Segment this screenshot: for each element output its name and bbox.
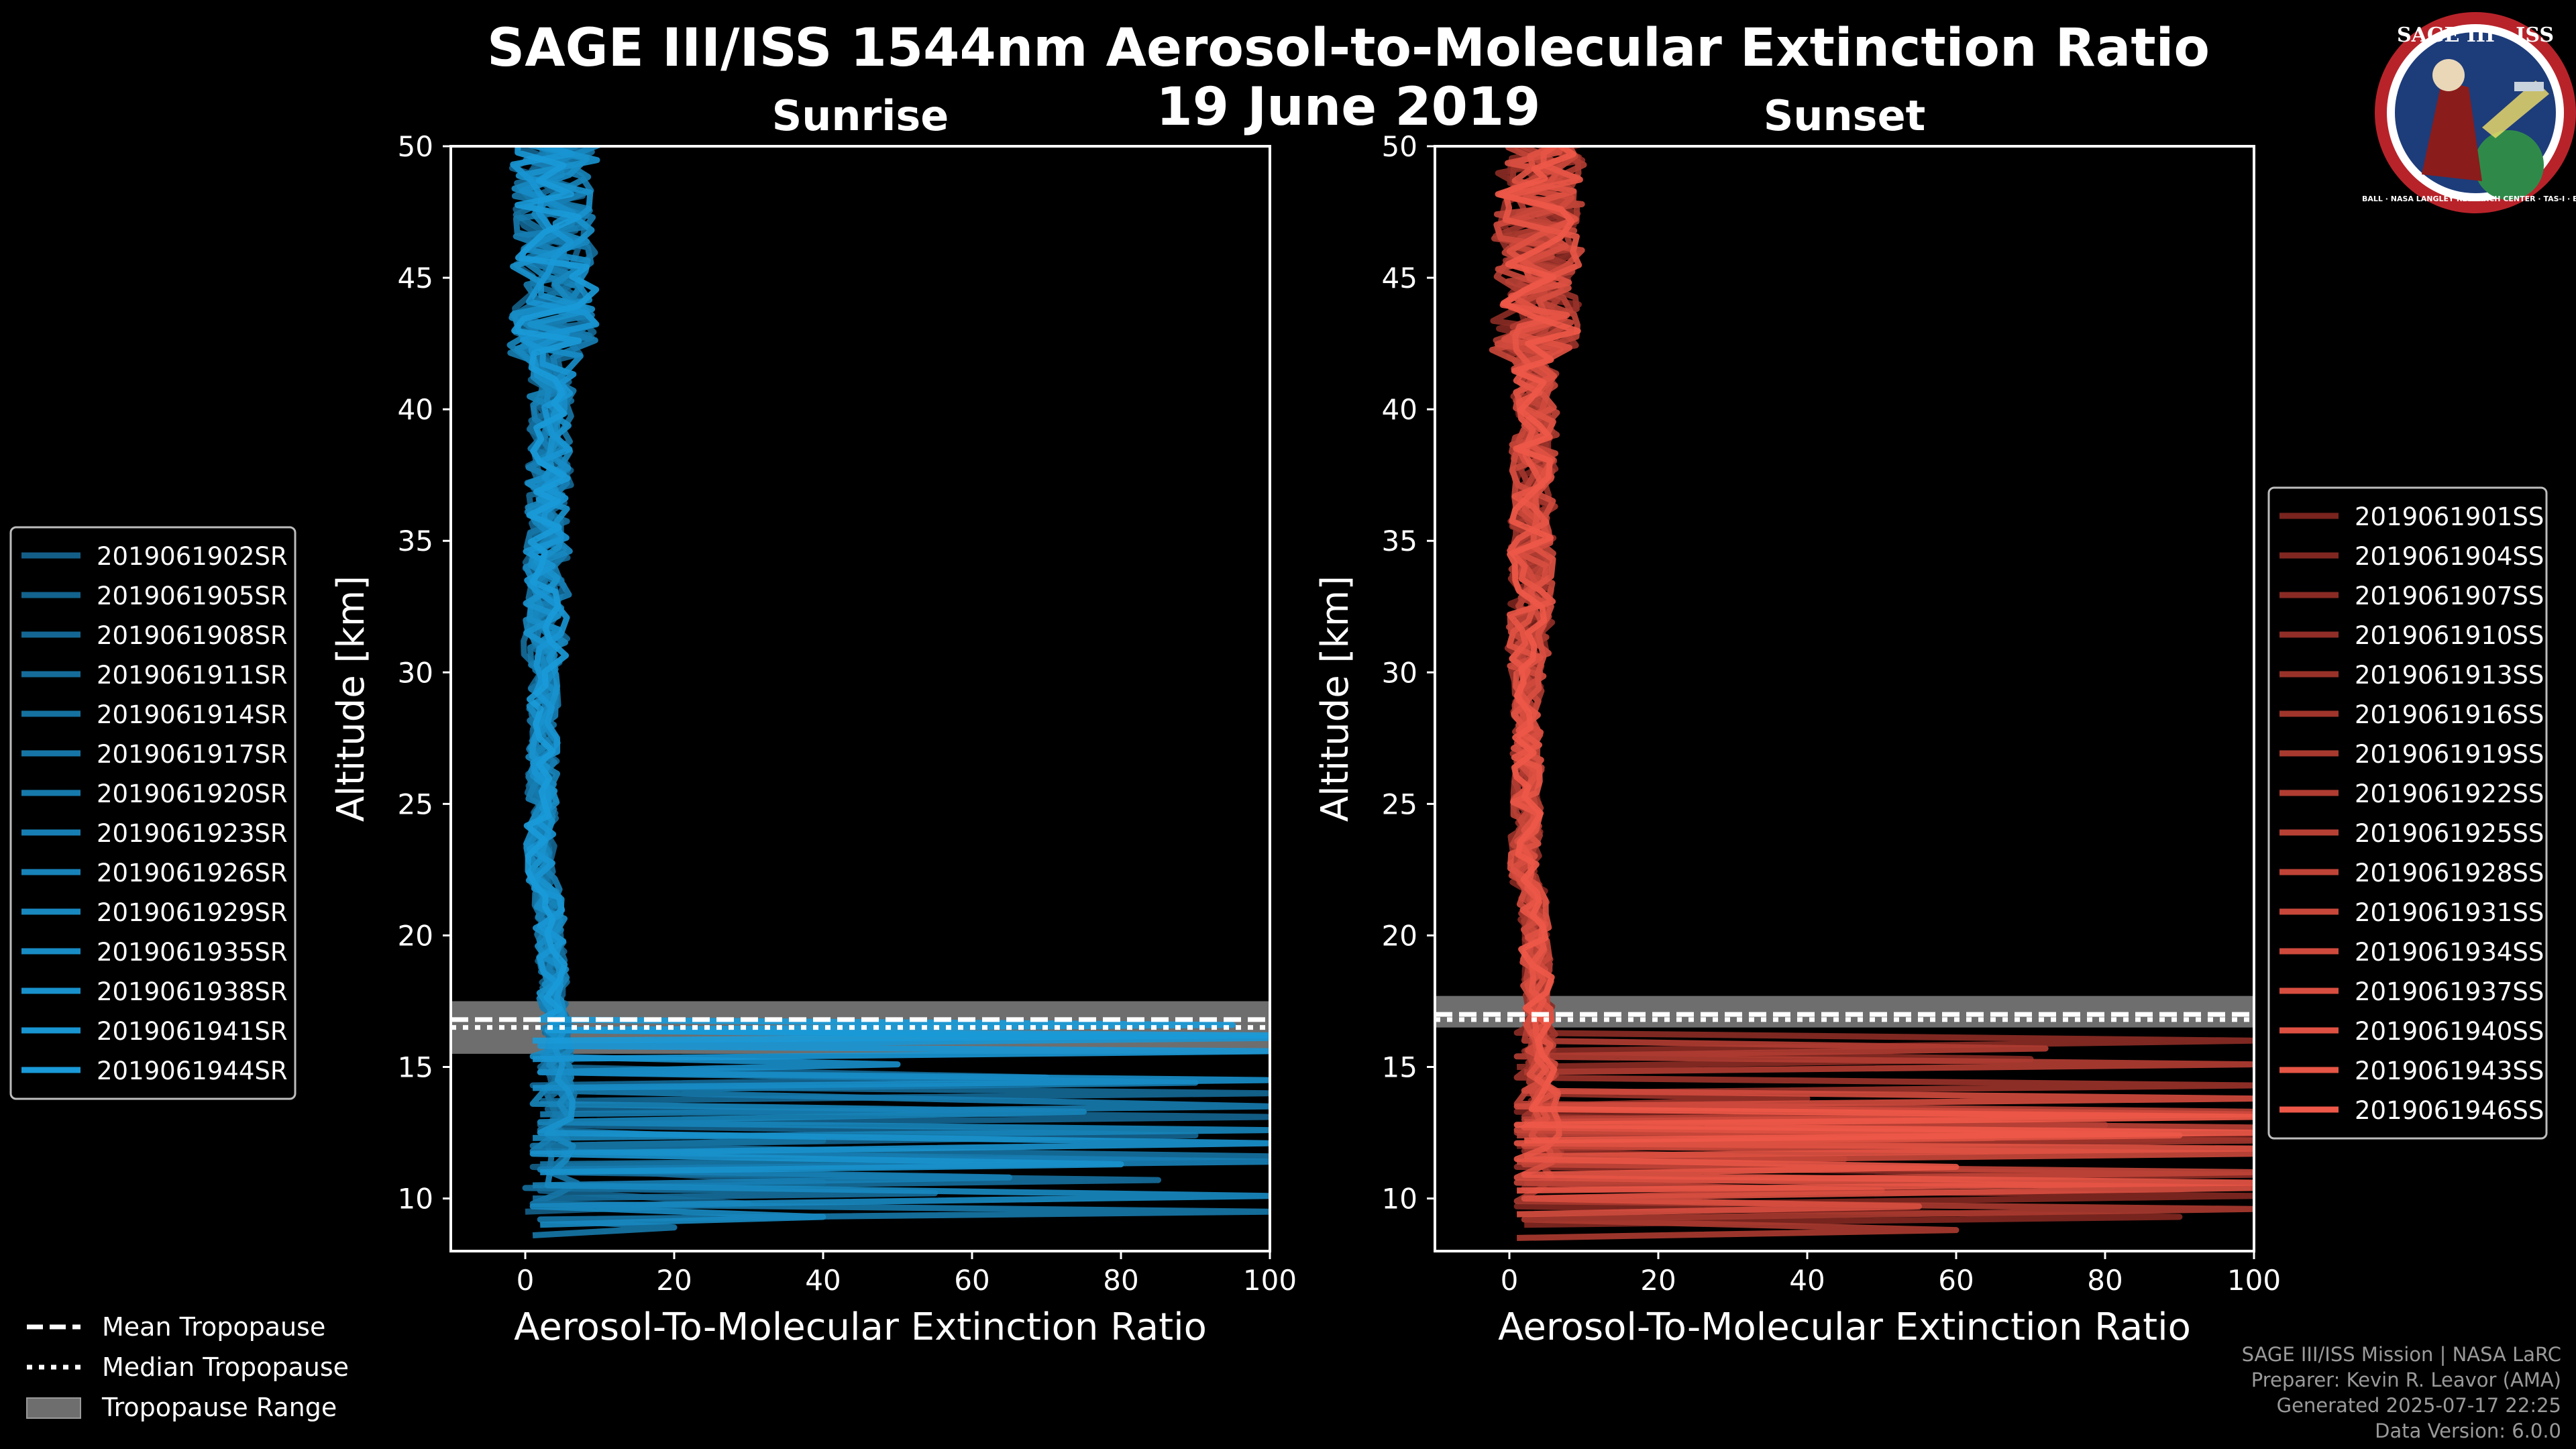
sunset-legend-label: 2019061943SS [2355,1057,2544,1085]
sunset-legend-label: 2019061946SS [2355,1096,2544,1125]
sunset-x-tick-label: 20 [1640,1264,1676,1297]
sunset-legend-label: 2019061916SS [2355,700,2544,729]
footer-preparer: Preparer: Kevin R. Leavor (AMA) [2251,1368,2561,1391]
sunrise-y-axis-label: Altitude [km] [329,576,373,822]
sunrise-x-tick-label: 100 [1243,1264,1297,1297]
sunrise-x-tick-label: 40 [805,1264,841,1297]
sage-iii-iss-logo: SAGE III · ISS BALL · NASA LANGLEY RESEA… [2362,12,2576,213]
sunrise-y-tick-label: 15 [398,1051,433,1084]
sunrise-legend-label: 2019061908SR [97,621,288,650]
sunset-plot-content [1435,146,2254,1241]
sunrise-y-tick-label: 25 [398,788,433,820]
sunrise-y-tick-label: 45 [398,262,433,294]
sunset-y-tick-label: 35 [1382,525,1417,557]
tropopause-legend: Mean Tropopause Median Tropopause Tropop… [26,1312,349,1422]
chart-title: SAGE III/ISS 1544nm Aerosol-to-Molecular… [487,18,2210,78]
sunrise-legend-label: 2019061914SR [97,700,288,729]
sunrise-legend-label: 2019061944SR [97,1057,288,1085]
footer-version: Data Version: 6.0.0 [2375,1419,2561,1442]
sunrise-legend-label: 2019061938SR [97,977,288,1006]
sunset-y-axis-label: Altitude [km] [1313,576,1357,822]
sunrise-x-tick-label: 60 [954,1264,989,1297]
sunset-legend-label: 2019061907SS [2355,582,2544,610]
sunrise-legend-label: 2019061926SR [97,859,288,888]
sunrise-y-tick-label: 40 [398,393,433,426]
sunset-legend-label: 2019061937SS [2355,977,2544,1006]
sunrise-legend-label: 2019061911SR [97,661,288,690]
sunset-x-tick-label: 60 [1938,1264,1974,1297]
footer-credits: SAGE III/ISS Mission | NASA LaRC Prepare… [2242,1342,2561,1444]
sunrise-axes-frame [449,145,1271,1252]
sunrise-legend-label: 2019061935SR [97,938,288,967]
footer-generated: Generated 2025-07-17 22:25 [2276,1394,2561,1417]
sunrise-legend-label: 2019061920SR [97,780,288,808]
sunset-legend-label: 2019061901SS [2355,502,2544,531]
sunset-legend-box [2267,486,2548,1140]
sunset-panel-title: Sunset [1764,91,1926,140]
tropopause-range-swatch [26,1397,81,1419]
sunset-legend-label: 2019061910SS [2355,621,2544,650]
sunrise-legend-label: 2019061929SR [97,898,288,927]
sunrise-legend-label: 2019061905SR [97,582,288,610]
sunset-legend-label: 2019061922SS [2355,780,2544,808]
sunrise-y-tick-label: 30 [398,656,433,689]
sunset-x-tick-label: 0 [1501,1264,1519,1297]
sunset-legend-label: 2019061913SS [2355,661,2544,690]
sunrise-legend-box [9,526,297,1100]
sunset-y-tick-label: 20 [1382,919,1417,952]
sunset-series-line [1495,146,2254,1144]
sunset-legend-label: 2019061940SS [2355,1017,2544,1046]
sunrise-series-legend: 2019061902SR 2019061905SR 2019061908SR 2019… [9,526,297,1100]
sunset-y-tick-label: 50 [1382,130,1417,163]
sunset-legend-label: 2019061925SS [2355,819,2544,848]
mean-tropopause-label: Mean Tropopause [102,1312,325,1342]
sunrise-y-tick-label: 50 [398,130,433,163]
sunset-axes-frame [1434,145,2255,1252]
sunrise-legend-label: 2019061941SR [97,1017,288,1046]
sunrise-x-axis-label: Aerosol-To-Molecular Extinction Ratio [514,1305,1207,1349]
sunset-y-tick-label: 30 [1382,656,1417,689]
sunset-legend-label: 2019061904SS [2355,542,2544,571]
sunrise-plot-content [451,146,1270,1238]
logo-ring: BALL · NASA LANGLEY RESEARCH CENTER · TA… [2362,195,2576,203]
sunrise-legend-label: 2019061917SR [97,740,288,769]
sunrise-panel-title: Sunrise [772,91,949,140]
sunset-legend-label: 2019061934SS [2355,938,2544,967]
sunset-x-tick-label: 100 [2227,1264,2281,1297]
sunset-y-tick-label: 15 [1382,1051,1417,1084]
sunrise-legend-label: 2019061902SR [97,542,288,571]
sunset-y-tick-label: 45 [1382,262,1417,294]
tropopause-range-label: Tropopause Range [101,1393,337,1422]
sunset-x-tick-label: 40 [1789,1264,1825,1297]
sunset-y-tick-label: 10 [1382,1183,1417,1216]
sunset-legend-label: 2019061919SS [2355,740,2544,769]
sunrise-legend-label: 2019061923SR [97,819,288,848]
sunset-x-axis-label: Aerosol-To-Molecular Extinction Ratio [1498,1305,2191,1349]
logo-name: SAGE III · ISS [2397,23,2554,47]
footer-mission: SAGE III/ISS Mission | NASA LaRC [2241,1343,2561,1366]
sunset-x-tick-label: 80 [2087,1264,2123,1297]
sunrise-series-line [511,146,1270,1044]
sunset-legend-label: 2019061928SS [2355,859,2544,888]
sunset-y-tick-label: 40 [1382,393,1417,426]
sunrise-y-tick-label: 10 [398,1183,433,1216]
sunrise-series-line [510,146,1270,1063]
sunset-series-legend: 2019061901SS 2019061904SS 2019061907SS 2019… [2267,486,2548,1140]
sunrise-y-tick-label: 20 [398,919,433,952]
median-tropopause-label: Median Tropopause [102,1352,349,1382]
sunset-y-tick-label: 25 [1382,788,1417,820]
sunrise-x-tick-label: 80 [1103,1264,1138,1297]
chart-date: 19 June 2019 [1157,77,1541,138]
sunrise-x-tick-label: 20 [656,1264,692,1297]
sunset-legend-label: 2019061931SS [2355,898,2544,927]
sunrise-y-tick-label: 35 [398,525,433,557]
sunrise-x-tick-label: 0 [517,1264,535,1297]
sunset-tropopause-range [1435,996,2254,1028]
sunset-panel: 0 20 40 60 80 100 10 15 20 25 30 35 40 45 50 Sunset Aero… [1313,91,2281,1349]
sunrise-panel: 0 20 40 60 80 100 10 15 20 25 30 35 40 45 50 Sunrise Aer… [329,91,1297,1349]
